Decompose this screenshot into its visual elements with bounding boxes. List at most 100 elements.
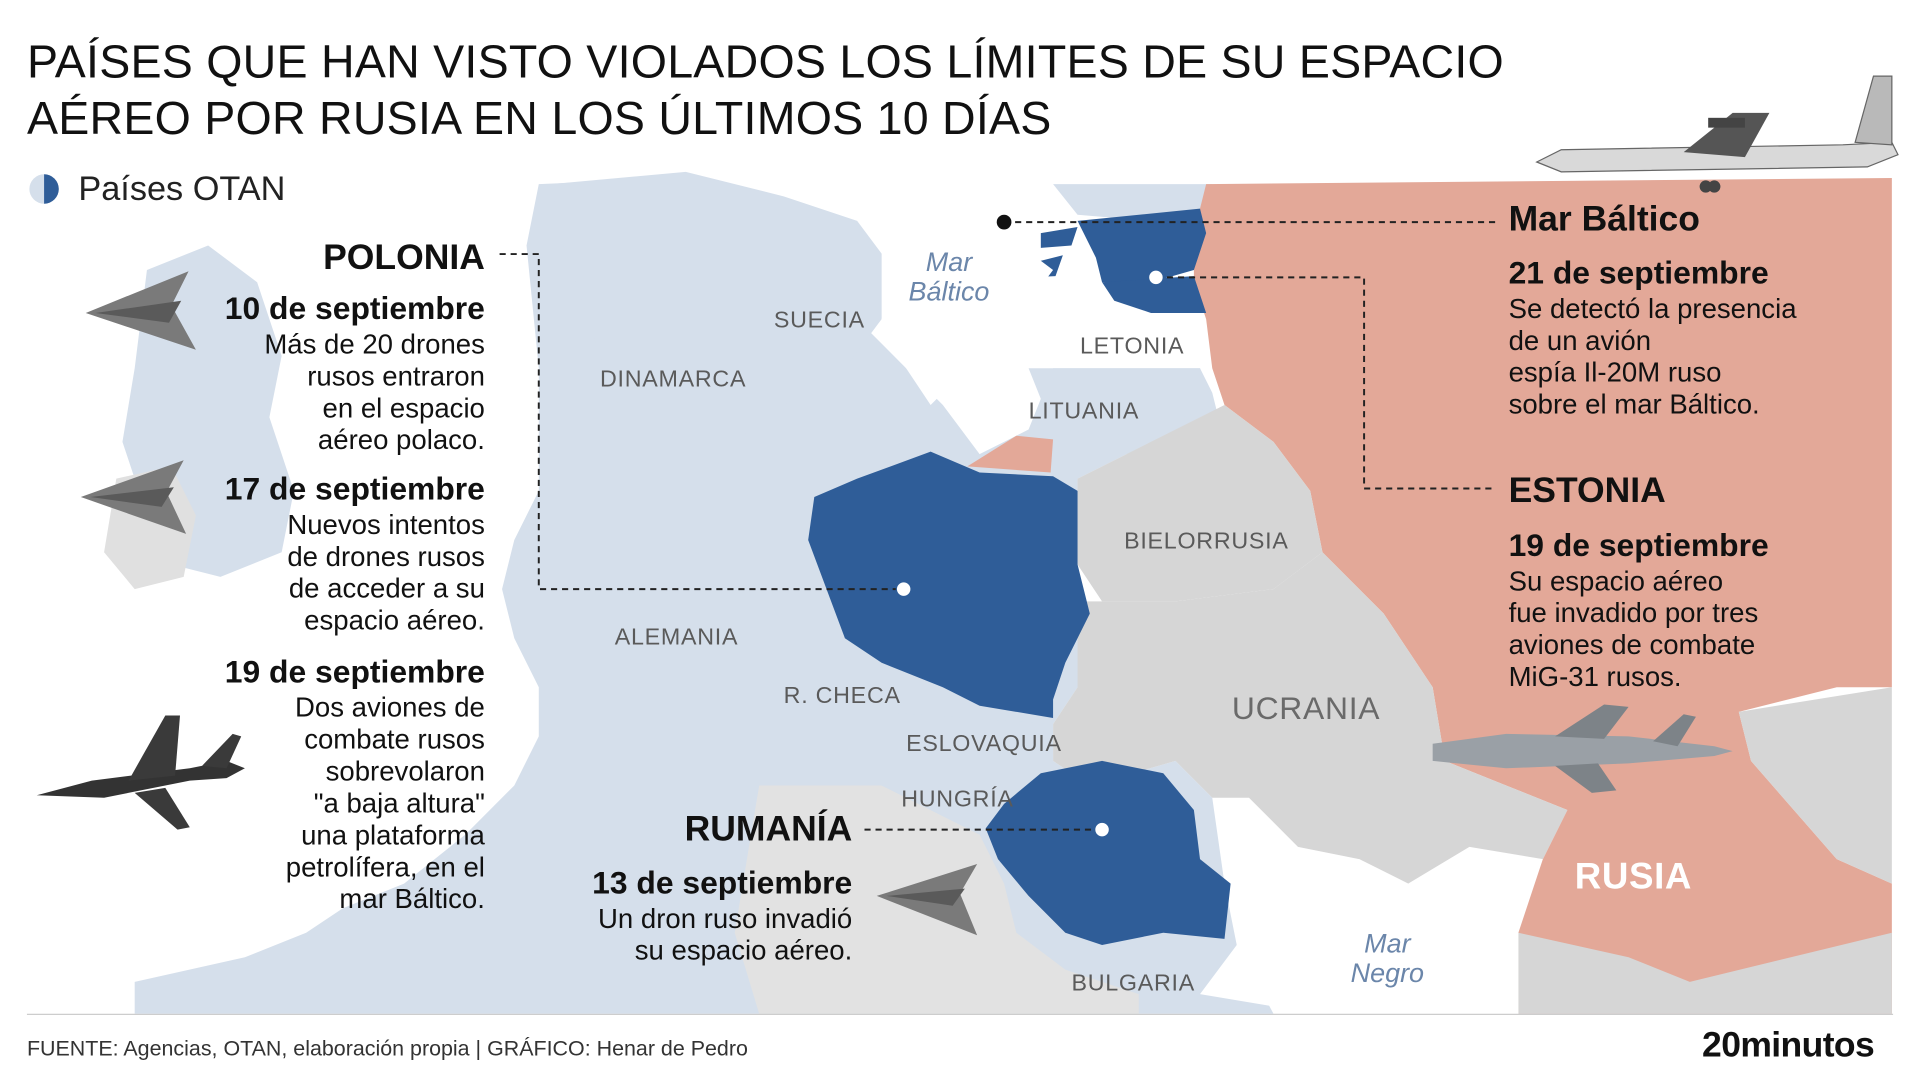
desc-line: espía Il-20M ruso [1508, 357, 1722, 388]
event-date: 17 de septiembre [224, 470, 485, 507]
desc-line: aéreo polaco. [317, 424, 485, 456]
desc-line: aviones de combate [1508, 629, 1756, 661]
desc-line: rusos entraron [307, 360, 485, 392]
label-alemania: ALEMANIA [614, 624, 739, 651]
sea-negro-line1: Mar [1364, 927, 1411, 959]
nato-half-circle-icon [29, 174, 59, 204]
polonia-block: POLONIA [122, 240, 485, 277]
connector-dots [895, 214, 1164, 838]
drone-icon [876, 864, 978, 936]
desc-line: Un dron ruso invadió [598, 903, 853, 934]
label-hungria: HUNGRÍA [901, 786, 1014, 813]
estonia-heading: ESTONIA [1508, 471, 1666, 511]
polonia-event-2: 17 de septiembre Nuevos intentos de dron… [122, 470, 485, 637]
desc-line: su espacio aéreo. [634, 935, 853, 966]
fighter-jet-icon [36, 715, 245, 830]
ukraine [1053, 552, 1568, 884]
event-description: Más de 20 drones rusos entraron en el es… [122, 328, 485, 457]
event-date: 19 de septiembre [224, 652, 485, 690]
desc-line: Más de 20 drones [264, 328, 485, 360]
desc-line: combate rusos [304, 724, 485, 755]
estonia-block: ESTONIA [1508, 471, 1901, 511]
lithuania-shape [1028, 368, 1213, 436]
label-letonia: LETONIA [1080, 333, 1185, 360]
latvia-shape [1102, 276, 1207, 313]
label-mar-negro: Mar Negro [1341, 929, 1434, 987]
desc-line: una plataforma [301, 819, 485, 851]
event-date: 13 de septiembre [592, 864, 853, 901]
event-description: Nuevos intentos de drones rusos de acced… [122, 509, 485, 637]
rumania-dot [1094, 821, 1111, 838]
baltico-heading: Mar Báltico [1508, 200, 1701, 240]
polonia-connector [499, 253, 904, 591]
desc-line: MiG-31 rusos. [1508, 661, 1682, 693]
desc-line: fue invadido por tres [1508, 597, 1759, 629]
polonia-event-1: 10 de septiembre Más de 20 drones rusos … [122, 292, 485, 457]
desc-line: sobre el mar Báltico. [1508, 389, 1760, 420]
denmark [685, 392, 747, 479]
desc-line: de drones rusos [287, 541, 485, 572]
baltico-block: Mar Báltico [1508, 200, 1901, 240]
label-bielorrusia: BIELORRUSIA [1124, 528, 1289, 555]
label-suecia: SUECIA [773, 308, 865, 334]
polonia-dot [895, 581, 912, 598]
scandinavia [551, 171, 894, 467]
drone-icon [80, 460, 187, 534]
poland-shape [808, 451, 1090, 718]
rumania-heading: RUMANÍA [684, 810, 853, 850]
footer-divider [26, 1013, 1894, 1015]
estonia-connector [1155, 276, 1497, 490]
baltico-dot [996, 214, 1012, 230]
desc-line: de acceder a su [288, 573, 485, 604]
desc-line: mar Báltico. [339, 883, 485, 915]
sea-negro-line2: Negro [1350, 956, 1425, 988]
label-lituania: LITUANIA [1028, 398, 1140, 425]
label-bulgaria: BULGARIA [1071, 970, 1195, 997]
page-title-line-1: PAÍSES QUE HAN VISTO VIOLADOS LOS LÍMITE… [26, 36, 1504, 89]
polonia-event-3: 19 de septiembre Dos aviones de combate … [122, 652, 485, 915]
label-dinamarca: DINAMARCA [600, 366, 747, 393]
desc-line: espacio aéreo. [304, 605, 485, 636]
desc-line: en el espacio [322, 392, 485, 424]
page-title-line-2: AÉREO POR RUSIA EN LOS ÚLTIMOS 10 DÍAS [26, 93, 1052, 145]
rumania-event: 13 de septiembre Un dron ruso invadió su… [490, 866, 852, 967]
event-description: Su espacio aéreo fue invadido por tres a… [1509, 566, 1901, 694]
baltic-sea [881, 233, 1054, 406]
fighter-jet-icon [1432, 704, 1733, 793]
event-description: Un dron ruso invadió su espacio aéreo. [490, 903, 852, 967]
romania-shape [985, 760, 1231, 946]
rumania-block: RUMANÍA [490, 810, 853, 850]
connector-lines [499, 221, 1497, 831]
desc-line: petrolífera, en el [285, 851, 485, 883]
drone-icon [85, 271, 196, 350]
label-rcheca: R. CHECA [783, 683, 901, 710]
label-mar-baltico: Mar Báltico [900, 248, 998, 306]
spy-plane-icon [1535, 75, 1899, 193]
black-sea [1236, 859, 1519, 1014]
estonia-shape [1077, 208, 1207, 283]
russia-region [1193, 177, 1892, 1014]
sea-baltico-line1: Mar [925, 246, 973, 278]
desc-line: de un avión [1508, 325, 1652, 356]
kaliningrad [967, 435, 1054, 473]
event-date: 21 de septiembre [1508, 254, 1769, 291]
footer-source: FUENTE: Agencias, OTAN, elaboración prop… [26, 1035, 748, 1061]
desc-line: Dos aviones de [294, 692, 485, 723]
legend: Países OTAN [27, 169, 285, 208]
legend-label: Países OTAN [78, 169, 286, 208]
desc-line: Nuevos intentos [287, 509, 485, 541]
brand-logo: 20minutos [1702, 1026, 1875, 1066]
estonia-event: 19 de septiembre Su espacio aéreo fue in… [1509, 529, 1901, 693]
desc-line: Su espacio aéreo [1508, 565, 1724, 597]
caucasus [1738, 687, 1892, 884]
desc-line: sobrevolaron [325, 756, 485, 787]
turkey [1518, 932, 1892, 1014]
event-description: Se detectó la presencia de un avión espí… [1509, 293, 1901, 421]
baltico-event: 21 de septiembre Se detectó la presencia… [1509, 257, 1901, 421]
sea-baltico-line2: Báltico [908, 275, 990, 307]
event-description: Dos aviones de combate rusos sobrevolaro… [122, 692, 485, 915]
estonia-dot [1147, 269, 1164, 286]
desc-line: "a baja altura" [313, 787, 485, 819]
